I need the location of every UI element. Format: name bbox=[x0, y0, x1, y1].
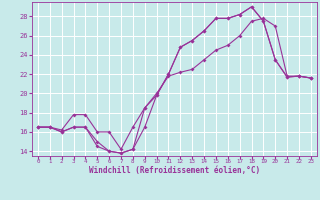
X-axis label: Windchill (Refroidissement éolien,°C): Windchill (Refroidissement éolien,°C) bbox=[89, 166, 260, 175]
